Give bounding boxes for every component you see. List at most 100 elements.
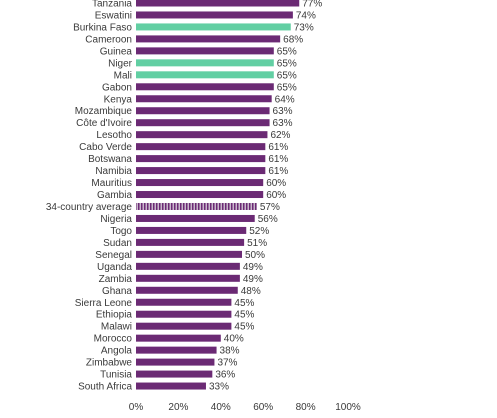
value-label: 64% — [275, 94, 295, 105]
value-label: 61% — [268, 154, 288, 165]
category-label: Malawi — [101, 322, 132, 333]
category-label: Tunisia — [100, 370, 132, 381]
bar — [136, 226, 247, 234]
bar — [136, 119, 270, 127]
value-label: 45% — [234, 322, 254, 333]
category-label: Zambia — [99, 274, 133, 285]
value-label: 61% — [268, 142, 288, 153]
value-label: 60% — [266, 190, 286, 201]
value-label: 65% — [277, 46, 297, 57]
category-label: Sudan — [103, 238, 132, 249]
bar — [136, 107, 270, 115]
bar — [136, 95, 272, 103]
bar — [136, 179, 264, 187]
value-label: 45% — [234, 310, 254, 321]
bar — [136, 11, 293, 19]
x-tick-label: 40% — [211, 402, 231, 413]
bar — [136, 286, 238, 294]
category-label: Ethiopia — [96, 310, 133, 321]
bar — [136, 334, 221, 342]
category-label: South Africa — [78, 382, 132, 393]
category-label: Burkina Faso — [73, 22, 132, 33]
value-label: 33% — [209, 382, 229, 393]
category-label: Botswana — [88, 154, 132, 165]
category-label: Tanzania — [92, 0, 132, 10]
category-label: Guinea — [100, 46, 133, 57]
x-tick-label: 0% — [129, 402, 144, 413]
bar — [136, 262, 240, 270]
value-label: 45% — [234, 298, 254, 309]
bar — [136, 370, 213, 378]
value-label: 73% — [294, 22, 314, 33]
category-label: Gabon — [102, 82, 132, 93]
bar — [136, 191, 264, 199]
bar — [136, 35, 281, 43]
bar — [136, 382, 206, 390]
bar — [136, 274, 240, 282]
value-label: 40% — [224, 334, 244, 345]
bar — [136, 131, 268, 139]
x-axis: 0% 20% 40% 60% 80% 100% — [129, 402, 361, 413]
bar — [136, 0, 300, 7]
value-labels: 77%74%73%68%65%65%65%65%64%63%63%62%61%6… — [209, 0, 322, 393]
category-label: 34-country average — [46, 202, 133, 213]
category-label: Niger — [108, 58, 133, 69]
bar — [136, 358, 215, 366]
category-label: Lesotho — [96, 130, 132, 141]
category-label: Zimbabwe — [86, 358, 133, 369]
bar — [136, 155, 266, 163]
category-label: Eswatini — [95, 10, 132, 21]
value-label: 57% — [260, 202, 280, 213]
category-label: Sierra Leone — [75, 298, 133, 309]
value-label: 74% — [296, 10, 316, 21]
value-label: 61% — [268, 166, 288, 177]
category-label: Côte d'Ivoire — [76, 118, 132, 129]
category-label: Gambia — [97, 190, 132, 201]
category-label: Togo — [110, 226, 132, 237]
bar — [136, 59, 274, 67]
category-label: Nigeria — [100, 214, 132, 225]
category-label: Namibia — [95, 166, 132, 177]
bar — [136, 71, 274, 79]
bar — [136, 202, 257, 210]
bar — [136, 250, 242, 258]
bar — [136, 310, 232, 318]
value-label: 50% — [245, 250, 265, 261]
value-label: 37% — [217, 358, 237, 369]
bar — [136, 143, 266, 151]
category-label: Morocco — [94, 334, 133, 345]
category-label: Uganda — [97, 262, 132, 273]
category-label: Kenya — [104, 94, 133, 105]
x-tick-label: 20% — [168, 402, 188, 413]
bar — [136, 322, 232, 330]
category-label: Mauritius — [91, 178, 132, 189]
category-label: Cameroon — [85, 34, 132, 45]
value-label: 60% — [266, 178, 286, 189]
value-label: 38% — [220, 346, 240, 357]
bar — [136, 346, 217, 354]
category-label: Mali — [114, 70, 132, 81]
value-label: 49% — [243, 274, 263, 285]
value-label: 65% — [277, 82, 297, 93]
bar — [136, 23, 291, 31]
value-label: 63% — [273, 118, 293, 129]
value-label: 65% — [277, 58, 297, 69]
bar — [136, 167, 266, 175]
bar — [136, 298, 232, 306]
bar — [136, 83, 274, 91]
category-label: Ghana — [102, 286, 132, 297]
value-label: 36% — [215, 370, 235, 381]
x-tick-label: 100% — [335, 402, 361, 413]
value-label: 62% — [270, 130, 290, 141]
category-label: Senegal — [95, 250, 132, 261]
value-label: 77% — [302, 0, 322, 10]
value-label: 48% — [241, 286, 261, 297]
value-label: 51% — [247, 238, 267, 249]
value-label: 63% — [273, 106, 293, 117]
category-label: Mozambique — [75, 106, 133, 117]
value-label: 49% — [243, 262, 263, 273]
bar — [136, 47, 274, 55]
value-label: 56% — [258, 214, 278, 225]
